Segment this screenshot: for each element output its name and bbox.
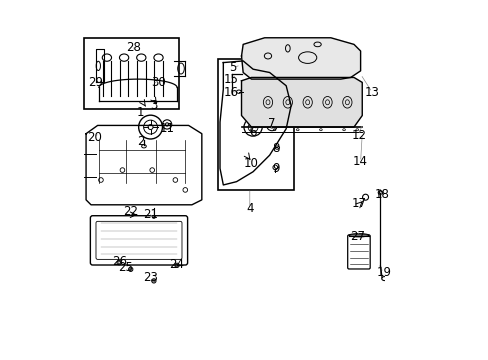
- Text: 12: 12: [351, 129, 366, 142]
- Bar: [218, 59, 294, 190]
- Text: 11: 11: [159, 122, 174, 135]
- Text: 28: 28: [126, 41, 141, 54]
- Text: 5: 5: [229, 61, 237, 74]
- Bar: [84, 38, 178, 109]
- Text: 7: 7: [267, 117, 274, 130]
- Text: 21: 21: [143, 208, 158, 221]
- Text: 27: 27: [349, 230, 364, 243]
- Text: 24: 24: [169, 258, 184, 271]
- Text: 3: 3: [150, 99, 157, 112]
- Text: 10: 10: [244, 157, 258, 170]
- Text: 25: 25: [118, 261, 133, 274]
- Text: 26: 26: [111, 255, 126, 267]
- Text: 2: 2: [137, 135, 144, 148]
- Text: 17: 17: [351, 197, 366, 210]
- Text: 14: 14: [352, 155, 367, 168]
- Text: 13: 13: [364, 86, 379, 99]
- Text: 29: 29: [88, 76, 103, 89]
- Text: 22: 22: [123, 205, 138, 218]
- Text: 15: 15: [224, 73, 239, 86]
- Polygon shape: [241, 77, 362, 127]
- Text: 18: 18: [374, 188, 389, 201]
- Polygon shape: [241, 38, 360, 79]
- Text: 23: 23: [143, 271, 158, 284]
- Text: 30: 30: [151, 76, 166, 89]
- Text: 16: 16: [224, 86, 239, 99]
- Text: 1: 1: [137, 106, 144, 119]
- Text: 6: 6: [249, 126, 256, 139]
- Text: 8: 8: [272, 142, 279, 155]
- Text: 19: 19: [375, 266, 390, 279]
- Text: 4: 4: [245, 202, 253, 215]
- Text: 9: 9: [272, 162, 280, 175]
- Text: 20: 20: [87, 131, 102, 144]
